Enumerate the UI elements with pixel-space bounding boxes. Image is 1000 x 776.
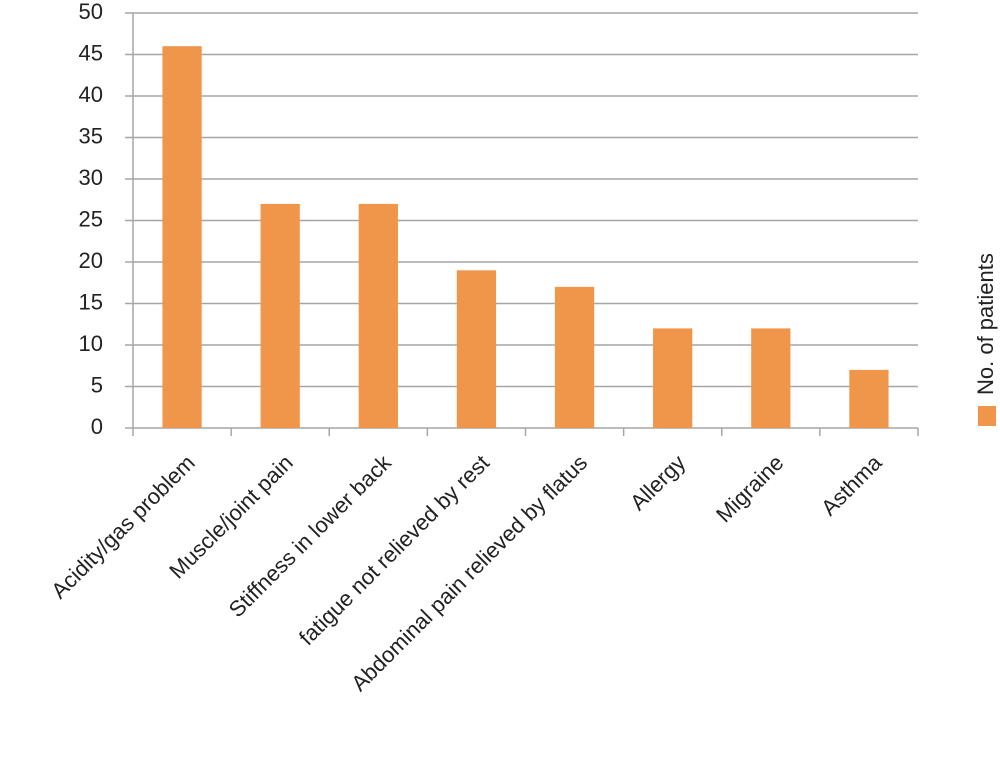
y-tick-label: 35 [79, 123, 103, 148]
bar [751, 328, 791, 428]
y-tick-label: 25 [79, 206, 103, 231]
y-tick-label: 5 [91, 372, 103, 397]
bar [653, 328, 693, 428]
bar [358, 203, 398, 428]
bar [456, 270, 497, 428]
y-tick-label: 45 [79, 40, 103, 65]
y-tick-label: 15 [79, 289, 103, 314]
bar [849, 369, 889, 428]
bar [260, 203, 300, 428]
y-tick-label: 10 [79, 331, 103, 356]
x-tick-label: Migraine [711, 450, 788, 527]
y-tick-label: 20 [79, 248, 103, 273]
x-tick-label: fatigue not relieved by rest [294, 450, 494, 650]
bar [162, 46, 202, 428]
legend-label: No. of patients [973, 253, 998, 395]
y-tick-label: 40 [79, 82, 103, 107]
legend-swatch [978, 406, 996, 426]
x-tick-label: Stiffness in lower back [224, 449, 397, 622]
bar [554, 286, 595, 428]
y-tick-label: 50 [79, 0, 103, 24]
x-tick-label: Allergy [625, 450, 690, 515]
x-tick-label: Asthma [816, 449, 887, 520]
y-tick-label: 0 [91, 414, 103, 439]
x-tick-label: Acidity/gas problem [46, 450, 199, 603]
y-tick-label: 30 [79, 165, 103, 190]
